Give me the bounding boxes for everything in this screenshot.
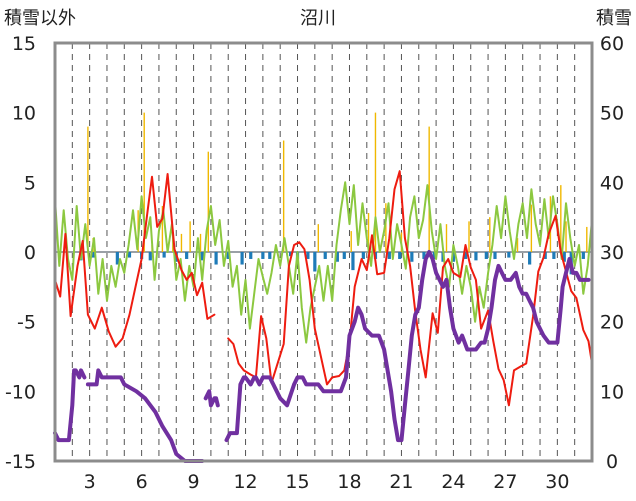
blue-bar-series: [79, 252, 585, 275]
x-tick-label: 30: [545, 471, 569, 493]
x-tick-label: 15: [285, 471, 309, 493]
blue-bar: [562, 252, 566, 262]
left-tick-label: 15: [12, 33, 36, 55]
right-tick-labels: 60 50 40 30 20 10 0: [600, 33, 624, 473]
blue-bar: [432, 252, 436, 259]
right-tick-label: 50: [600, 103, 624, 125]
left-axis-label: 積雪以外: [4, 8, 76, 29]
blue-bar: [581, 252, 585, 259]
blue-bar: [528, 252, 532, 265]
blue-bar: [507, 252, 511, 258]
blue-bar: [463, 252, 468, 259]
snow-line-segment: [203, 389, 220, 408]
x-tick-label: 24: [441, 471, 465, 493]
blue-bar: [484, 252, 488, 259]
left-tick-label: -15: [5, 451, 36, 473]
right-tick-label: 30: [600, 242, 624, 264]
blue-bar: [261, 252, 265, 259]
left-tick-label: 0: [24, 242, 36, 264]
right-tick-label: 60: [600, 33, 624, 55]
blue-bar: [451, 252, 456, 262]
blue-bar: [552, 252, 556, 259]
blue-bar: [162, 252, 166, 258]
left-tick-label: -10: [5, 381, 36, 403]
blue-bar: [398, 252, 402, 259]
red-line-series: [54, 170, 593, 407]
x-tick-label: 21: [389, 471, 413, 493]
blue-bar: [361, 252, 365, 259]
blue-bar: [268, 252, 272, 259]
snow-depth-series: [53, 250, 591, 463]
x-tick-label: 6: [136, 471, 148, 493]
blue-bar: [148, 252, 152, 261]
right-tick-label: 40: [600, 172, 624, 194]
blue-bar: [422, 252, 426, 259]
left-tick-labels: 15 10 5 0 -5 -10 -15: [5, 33, 36, 473]
right-tick-label: 20: [600, 312, 624, 334]
snow-line-segment: [53, 368, 87, 443]
right-axis-label: 積雪: [596, 8, 632, 29]
blue-bar: [200, 252, 204, 261]
blue-bar: [313, 252, 317, 272]
green-line-segment: [54, 181, 593, 344]
red-line-segment: [54, 173, 216, 348]
blue-bar: [306, 252, 310, 259]
blue-bar: [323, 252, 327, 259]
blue-bar: [351, 252, 355, 271]
blue-bar: [410, 252, 414, 262]
left-tick-label: 10: [12, 103, 36, 125]
x-tick-label: 3: [84, 471, 96, 493]
right-tick-label: 10: [600, 381, 624, 403]
blue-bar: [226, 252, 230, 259]
chart-title: 沼川: [300, 8, 336, 29]
left-tick-label: -5: [17, 312, 36, 334]
blue-bar: [335, 252, 339, 262]
blue-bar: [240, 252, 244, 265]
blue-bar: [115, 252, 119, 265]
snow-line-segment: [224, 250, 591, 443]
blue-bar: [185, 252, 189, 259]
blue-bar: [474, 252, 478, 261]
blue-bar: [493, 252, 497, 259]
blue-bar: [91, 252, 95, 258]
blue-bar: [543, 252, 547, 259]
x-tick-label: 9: [188, 471, 200, 493]
blue-bar: [342, 252, 346, 259]
x-tick-labels: 3 6 9 12 15 18 21 24 27 30: [84, 471, 570, 493]
blue-bar: [387, 252, 391, 259]
blue-bar: [288, 252, 293, 257]
right-tick-label: 0: [606, 451, 618, 473]
x-tick-label: 12: [233, 471, 257, 493]
x-tick-label: 18: [337, 471, 361, 493]
green-line-series: [54, 181, 593, 344]
plot-frame: [53, 41, 594, 463]
snow-line-segment: [85, 368, 205, 463]
blue-bar: [214, 252, 218, 265]
blue-bar: [127, 252, 132, 258]
x-tick-label: 27: [493, 471, 517, 493]
red-line-segment: [227, 170, 593, 407]
left-tick-label: 5: [24, 172, 36, 194]
blue-bar: [249, 252, 253, 259]
